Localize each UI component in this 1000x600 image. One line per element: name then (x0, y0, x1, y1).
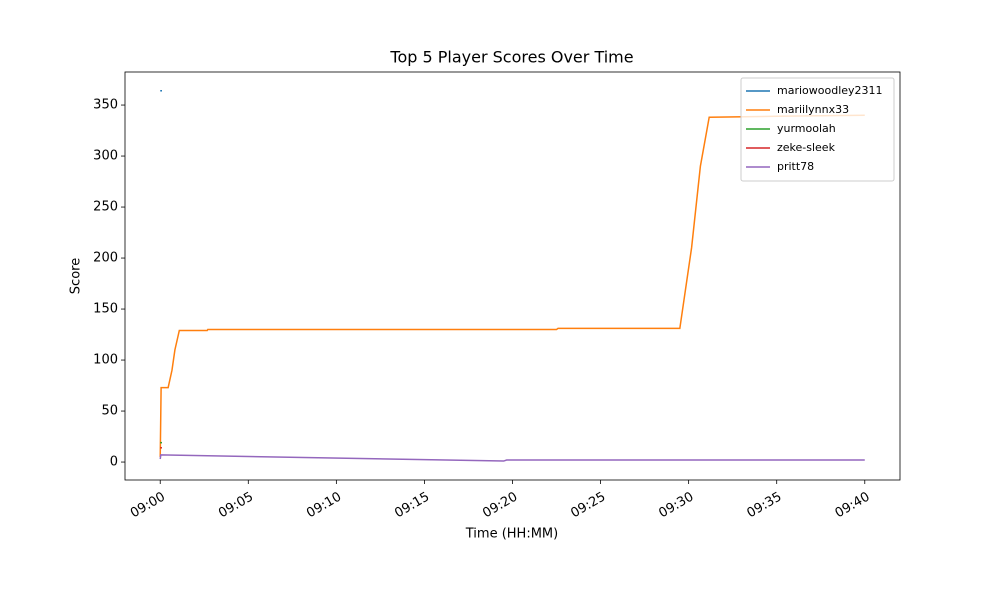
x-tick-label: 09:05 (216, 490, 256, 522)
y-tick-label: 250 (93, 200, 118, 215)
y-tick-label: 200 (93, 251, 118, 266)
x-tick-label: 09:30 (656, 490, 696, 522)
x-tick-label: 09:10 (304, 490, 344, 522)
x-tick-label: 09:15 (392, 490, 432, 522)
legend-label: zeke-sleek (777, 141, 836, 154)
x-tick-label: 09:00 (128, 490, 168, 522)
y-tick-label: 0 (110, 455, 118, 470)
legend-label: yurmoolah (777, 122, 836, 135)
x-tick-label: 09:35 (745, 490, 785, 522)
series-line (159, 454, 865, 462)
legend-label: mariowoodley2311 (777, 84, 883, 97)
y-tick-label: 150 (93, 302, 118, 317)
y-tick-label: 50 (101, 404, 118, 419)
y-tick-label: 350 (93, 98, 118, 113)
x-axis-label: Time (HH:MM) (465, 527, 558, 542)
x-tick-label: 09:40 (833, 490, 873, 522)
x-tick-label: 09:20 (480, 490, 520, 522)
x-tick-label: 09:25 (568, 490, 608, 522)
y-axis-label: Score (69, 258, 84, 294)
y-tick-label: 300 (93, 149, 118, 164)
legend-label: mariilynnx33 (777, 103, 849, 116)
legend-box (740, 77, 895, 182)
y-tick-label: 100 (93, 353, 118, 368)
series-line (159, 114, 865, 457)
chart-title: Top 5 Player Scores Over Time (389, 48, 633, 67)
legend-label: pritt78 (777, 160, 814, 173)
